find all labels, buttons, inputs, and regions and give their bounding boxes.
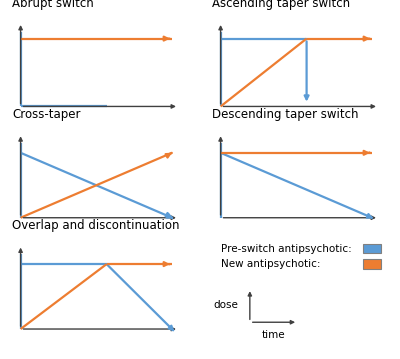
Text: Abrupt switch: Abrupt switch	[12, 0, 94, 10]
Text: dose: dose	[213, 300, 238, 310]
Text: Pre-switch antipsychotic:: Pre-switch antipsychotic:	[221, 243, 351, 253]
Text: New antipsychotic:: New antipsychotic:	[221, 259, 320, 269]
Bar	[363, 244, 380, 253]
Text: Ascending taper switch: Ascending taper switch	[212, 0, 350, 10]
Text: time: time	[262, 330, 286, 340]
Text: Cross-taper: Cross-taper	[12, 108, 80, 121]
Bar	[363, 259, 380, 269]
Text: Overlap and discontinuation: Overlap and discontinuation	[12, 219, 180, 232]
Text: Descending taper switch: Descending taper switch	[212, 108, 358, 121]
